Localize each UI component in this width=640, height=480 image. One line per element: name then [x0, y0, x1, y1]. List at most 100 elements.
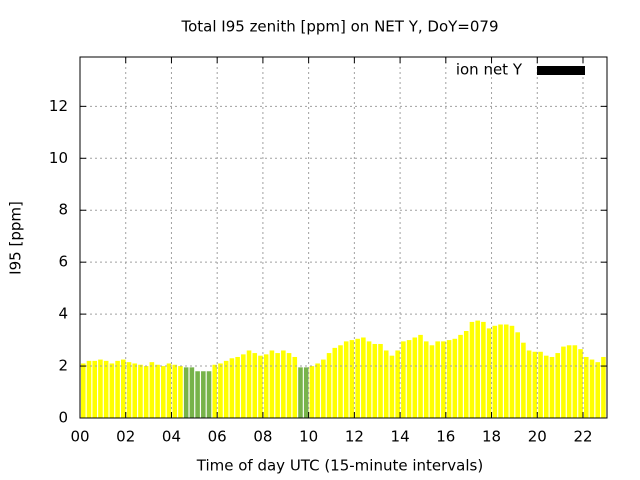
bar [418, 334, 423, 418]
plot-frame [79, 56, 608, 419]
bar [121, 359, 126, 418]
bar [155, 364, 160, 418]
bar [321, 359, 326, 418]
x-tick-label: 08 [253, 428, 272, 446]
x-tick-label: 22 [573, 428, 592, 446]
bar [503, 324, 509, 418]
bar [401, 341, 406, 418]
bar [189, 367, 195, 418]
bar [269, 350, 275, 418]
bar [486, 328, 492, 418]
bar [223, 360, 229, 418]
bar [441, 341, 446, 418]
y-tick-label: 0 [58, 409, 68, 427]
bar [395, 350, 400, 418]
bar [315, 363, 320, 418]
bar [572, 345, 578, 418]
bar [286, 353, 292, 418]
x-tick-label: 06 [208, 428, 227, 446]
bar [446, 340, 452, 418]
bar [521, 342, 526, 418]
bar [463, 330, 469, 418]
bar [172, 364, 178, 418]
bar [366, 341, 372, 418]
x-axis-label: Time of day UTC (15-minute intervals) [196, 457, 483, 475]
bar [126, 362, 132, 418]
bar [229, 358, 235, 418]
bar [498, 324, 503, 418]
y-axis-label: I95 [ppm] [7, 201, 25, 275]
bar [543, 355, 549, 418]
bar [452, 338, 458, 418]
bar [361, 337, 366, 418]
bar [241, 354, 246, 418]
bar [555, 353, 560, 418]
bar [372, 343, 378, 418]
bar [338, 345, 343, 418]
bar [549, 356, 555, 418]
y-tick-label: 4 [58, 305, 68, 323]
bar [281, 350, 286, 418]
bar [561, 346, 566, 418]
y-tick-label: 12 [49, 97, 68, 115]
bar [201, 371, 206, 418]
bar [458, 334, 463, 418]
y-tick-label: 10 [49, 149, 68, 167]
bar [389, 355, 395, 418]
bar [166, 363, 172, 418]
x-tick-label: 20 [528, 428, 547, 446]
bar [566, 345, 572, 418]
bar [195, 371, 200, 418]
y-tick-label: 6 [58, 253, 68, 271]
bar [98, 359, 103, 418]
bar [423, 341, 429, 418]
bar [383, 350, 389, 418]
bar [589, 359, 595, 418]
bar [115, 360, 120, 418]
bar [595, 362, 600, 418]
bar [429, 345, 435, 418]
bar [601, 356, 606, 418]
bar [343, 341, 349, 418]
y-tick-label: 2 [58, 357, 68, 375]
bar [578, 349, 583, 418]
bar [355, 338, 360, 418]
bar [275, 353, 280, 418]
bar [292, 356, 298, 418]
bar [475, 320, 480, 418]
bar [263, 354, 269, 418]
bar [246, 350, 252, 418]
bar [149, 362, 155, 418]
bar [509, 325, 515, 418]
bar [235, 356, 240, 418]
bar [481, 321, 486, 418]
y-tick-label: 8 [58, 201, 68, 219]
bar [178, 366, 183, 418]
x-tick-label: 18 [482, 428, 501, 446]
x-tick-label: 02 [116, 428, 135, 446]
bar [583, 356, 589, 418]
bar [538, 351, 543, 418]
bar [103, 360, 109, 418]
chart-title: Total I95 zenith [ppm] on NET Y, DoY=079 [180, 18, 498, 36]
bar [86, 360, 92, 418]
bar [109, 363, 115, 418]
bar [161, 366, 166, 418]
bar [326, 353, 332, 418]
bar [252, 353, 258, 418]
x-tick-label: 10 [299, 428, 318, 446]
bar [92, 360, 98, 418]
bar [492, 325, 498, 418]
bar [526, 350, 532, 418]
bar [212, 364, 218, 418]
bar [183, 367, 189, 418]
bar [469, 321, 475, 418]
legend-swatch [537, 66, 585, 75]
x-tick-label: 00 [70, 428, 89, 446]
bar [349, 340, 355, 418]
legend-label: ion net Y [456, 61, 523, 79]
x-tick-label: 04 [162, 428, 181, 446]
bar [412, 337, 418, 418]
bar [138, 364, 143, 418]
